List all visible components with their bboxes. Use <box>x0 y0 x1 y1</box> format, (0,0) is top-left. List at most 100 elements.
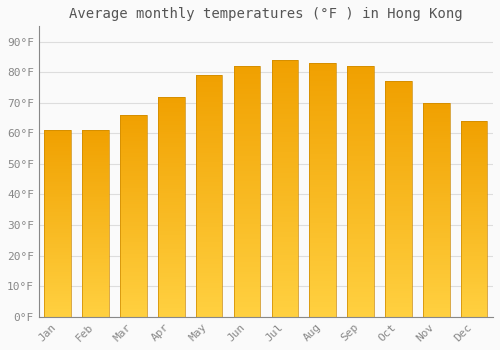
Bar <box>120 121 146 123</box>
Bar <box>44 302 71 304</box>
Bar <box>158 119 184 121</box>
Bar <box>461 137 487 139</box>
Bar <box>348 172 374 174</box>
Bar <box>461 238 487 240</box>
Bar <box>310 98 336 101</box>
Bar <box>348 169 374 172</box>
Bar <box>120 200 146 202</box>
Bar <box>158 110 184 112</box>
Bar <box>120 172 146 174</box>
Bar <box>82 255 109 257</box>
Bar <box>196 155 222 158</box>
Bar <box>82 294 109 296</box>
Bar <box>196 162 222 164</box>
Bar <box>82 246 109 248</box>
Bar <box>385 253 411 255</box>
Bar <box>196 295 222 298</box>
Bar <box>158 220 184 222</box>
Bar <box>385 171 411 173</box>
Bar <box>423 310 450 313</box>
Bar <box>82 173 109 175</box>
Bar <box>348 191 374 194</box>
Bar <box>385 211 411 213</box>
Bar <box>158 286 184 288</box>
Bar <box>158 207 184 209</box>
Bar <box>158 189 184 191</box>
Bar <box>158 303 184 306</box>
Bar <box>82 237 109 238</box>
Bar <box>44 287 71 289</box>
Bar <box>196 201 222 203</box>
Bar <box>234 149 260 151</box>
Bar <box>310 104 336 106</box>
Bar <box>423 257 450 259</box>
Bar <box>158 271 184 273</box>
Bar <box>82 298 109 300</box>
Bar <box>423 282 450 285</box>
Bar <box>310 190 336 192</box>
Bar <box>44 168 71 169</box>
Bar <box>385 185 411 187</box>
Bar <box>234 81 260 84</box>
Bar <box>272 147 298 150</box>
Bar <box>272 281 298 284</box>
Bar <box>423 165 450 167</box>
Bar <box>120 274 146 277</box>
Bar <box>385 157 411 159</box>
Bar <box>310 170 336 172</box>
Bar <box>196 133 222 135</box>
Bar <box>234 136 260 139</box>
Bar <box>310 274 336 276</box>
Bar <box>44 143 71 145</box>
Bar <box>272 60 298 317</box>
Bar <box>158 299 184 301</box>
Bar <box>461 219 487 221</box>
Bar <box>272 211 298 214</box>
Bar <box>461 234 487 237</box>
Bar <box>385 107 411 110</box>
Bar <box>385 218 411 220</box>
Bar <box>234 244 260 247</box>
Bar <box>196 266 222 268</box>
Bar <box>196 116 222 119</box>
Bar <box>196 109 222 111</box>
Bar <box>272 170 298 173</box>
Bar <box>158 174 184 176</box>
Bar <box>44 227 71 229</box>
Bar <box>196 213 222 215</box>
Bar <box>196 198 222 201</box>
Bar <box>82 302 109 304</box>
Bar <box>348 214 374 217</box>
Bar <box>120 190 146 192</box>
Bar <box>385 288 411 291</box>
Bar <box>461 223 487 225</box>
Bar <box>120 287 146 288</box>
Bar <box>196 102 222 104</box>
Bar <box>158 198 184 200</box>
Bar <box>196 128 222 131</box>
Bar <box>234 124 260 126</box>
Bar <box>82 153 109 154</box>
Bar <box>158 224 184 226</box>
Bar <box>44 149 71 151</box>
Bar <box>310 241 336 243</box>
Bar <box>120 252 146 254</box>
Bar <box>82 233 109 235</box>
Bar <box>120 254 146 256</box>
Bar <box>310 228 336 231</box>
Bar <box>120 279 146 280</box>
Bar <box>461 127 487 129</box>
Bar <box>196 172 222 174</box>
Bar <box>423 190 450 192</box>
Bar <box>385 298 411 300</box>
Bar <box>82 184 109 186</box>
Bar <box>461 186 487 188</box>
Bar <box>234 267 260 269</box>
Bar <box>158 97 184 99</box>
Bar <box>423 188 450 190</box>
Bar <box>385 91 411 93</box>
Bar <box>44 203 71 205</box>
Bar <box>44 196 71 197</box>
Bar <box>82 252 109 253</box>
Bar <box>385 161 411 164</box>
